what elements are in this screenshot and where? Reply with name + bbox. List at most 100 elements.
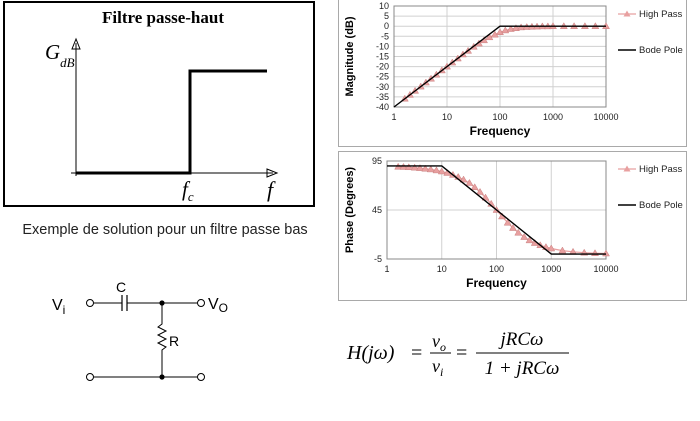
high-pass-point [416, 164, 424, 171]
y-axis-symbol: G [45, 40, 60, 64]
output-terminal-top [197, 299, 205, 307]
series-bode-pole-line [393, 25, 606, 108]
y-tick-label: -15 [376, 52, 389, 62]
x-tick-label: 1000 [541, 264, 561, 274]
caption: Exemple de solution pour un filtre passe… [22, 222, 308, 238]
x-tick-label: 100 [489, 264, 504, 274]
y-tick-label: -35 [376, 92, 389, 102]
legend-high-pass-label: High Pass [639, 164, 683, 175]
high-pass-point [470, 183, 479, 191]
x-axis-arrow [266, 168, 279, 178]
high-pass-point [459, 175, 468, 183]
high-pass-point [525, 236, 534, 244]
y-axis-label: GdB [45, 40, 75, 70]
y-tick-label: 10 [379, 1, 389, 11]
y-tick-label: 95 [372, 156, 382, 166]
magnitude-chart-panel: -40 -35 -30 -25 -20 -15 -10 -5 0 5 10 1 10 100 1000 100… [338, 0, 687, 147]
y-axis-arrow [71, 37, 81, 50]
high-pass-point [503, 218, 512, 226]
y-tick-label: -20 [376, 62, 389, 72]
y-axis-title: Phase (Degrees) [344, 167, 356, 254]
legend-high-pass-marker [623, 165, 631, 172]
y-tick-label: 0 [384, 21, 389, 31]
ideal-title: Filtre passe-haut [102, 8, 224, 27]
cutoff-symbol: f [182, 177, 191, 201]
x-tick-label: 100 [492, 112, 507, 122]
transfer-function: H(jω) = vo vi = jRCω 1 + jRCω [346, 329, 569, 379]
high-pass-point [514, 228, 523, 236]
high-pass-point [410, 163, 419, 171]
x-tick-label: 1000 [543, 112, 563, 122]
high-pass-point [520, 233, 529, 240]
junction-node-bottom [159, 374, 165, 380]
high-pass-point [481, 193, 490, 201]
x-tick-label: 10 [437, 264, 447, 274]
phase-chart-panel: -5 45 95 1 10 100 1000 10000 Frequency Phase (Deg… [338, 151, 687, 301]
output-terminal-bottom [197, 373, 205, 381]
ideal-highpass-panel: Filtre passe-haut GdB fc f [3, 1, 315, 207]
input-label: Vi [52, 297, 65, 317]
high-pass-point [558, 246, 567, 254]
input-terminal-bottom [86, 373, 94, 381]
high-pass-point [509, 224, 517, 231]
high-pass-point [437, 167, 446, 175]
formula-rhs-num: jRCω [498, 329, 544, 350]
ratio-num-sub: o [440, 340, 446, 354]
series-high-pass-line [404, 25, 606, 100]
legend-bode-pole-label: Bode Pole [639, 200, 683, 211]
y-tick-label: 45 [372, 205, 382, 215]
formula-ratio-num: vo [432, 331, 446, 354]
y-tick-label: -40 [376, 102, 389, 112]
input-label-main: V [52, 297, 63, 314]
high-pass-point [517, 23, 526, 31]
formula-equals-1: = [411, 342, 422, 364]
ideal-highpass-plot: Filtre passe-haut GdB fc f [45, 8, 279, 204]
x-tick-label: 10 [442, 112, 452, 122]
input-terminal-top [86, 299, 94, 307]
y-tick-label: -10 [376, 41, 389, 51]
high-pass-point [404, 163, 413, 171]
y-axis-subscript: dB [60, 55, 75, 70]
formula-equals-2: = [456, 342, 467, 364]
x-axis-title: Frequency [466, 276, 527, 290]
high-pass-point [501, 26, 510, 34]
x-tick-label: 1 [384, 264, 389, 274]
high-pass-point [421, 164, 430, 172]
series-bode-pole-line [387, 165, 606, 255]
input-label-sub: i [63, 303, 66, 317]
ideal-response-curve [76, 69, 267, 175]
y-tick-label: 5 [384, 11, 389, 21]
high-pass-point [432, 166, 441, 174]
x-axis-label: f [267, 177, 276, 202]
high-pass-point [465, 178, 474, 186]
y-tick-label: -25 [376, 72, 389, 82]
high-pass-point [496, 28, 504, 36]
resistor-label: R [169, 333, 179, 349]
legend-high-pass-marker [623, 10, 631, 17]
y-axis-title: Magnitude (dB) [344, 16, 356, 96]
output-label-sub: O [219, 301, 228, 315]
output-label-main: V [208, 296, 219, 313]
phase-chart: -5 45 95 1 10 100 1000 10000 Frequency Phase (Deg… [344, 156, 683, 290]
plot-area-border [386, 160, 607, 260]
formula-lhs: H(jω) [346, 342, 395, 364]
cutoff-label: fc [182, 177, 194, 204]
high-pass-point [485, 33, 494, 41]
x-tick-label: 10000 [593, 264, 618, 274]
x-tick-label: 1 [391, 112, 396, 122]
rc-circuit: Vi C VO R [52, 279, 228, 381]
ratio-den-sub: i [440, 365, 443, 379]
high-pass-point [512, 24, 520, 31]
capacitor-label: C [116, 279, 126, 295]
plot-area-border [393, 5, 607, 108]
grid [393, 5, 607, 108]
y-tick-label: -30 [376, 82, 389, 92]
ratio-num-main: v [432, 331, 440, 351]
resistor [156, 303, 168, 377]
high-pass-point [506, 25, 515, 32]
y-tick-label: -5 [381, 31, 389, 41]
legend-high-pass-label: High Pass [639, 9, 683, 20]
high-pass-point [547, 244, 556, 252]
output-label: VO [208, 296, 228, 315]
